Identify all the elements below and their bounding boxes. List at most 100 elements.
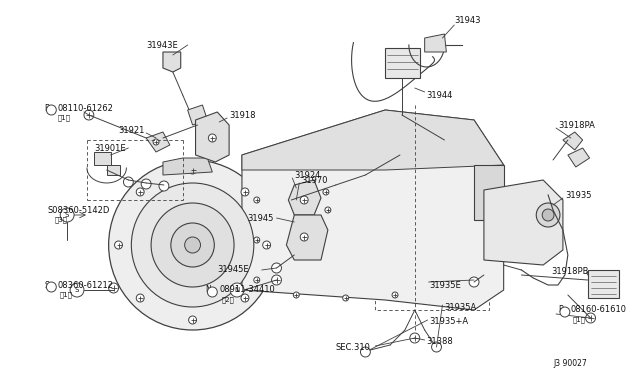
- Circle shape: [392, 292, 398, 298]
- Text: S: S: [65, 212, 69, 218]
- Polygon shape: [196, 112, 229, 162]
- Text: 08360-61212: 08360-61212: [57, 280, 113, 289]
- Circle shape: [70, 283, 84, 297]
- Polygon shape: [563, 132, 582, 150]
- Circle shape: [207, 287, 217, 297]
- Text: 08911-34410: 08911-34410: [220, 285, 275, 295]
- Circle shape: [131, 183, 254, 307]
- Text: S: S: [44, 280, 49, 289]
- Circle shape: [410, 333, 420, 343]
- Text: 31943: 31943: [454, 16, 481, 25]
- Circle shape: [300, 233, 308, 241]
- Circle shape: [171, 223, 214, 267]
- Text: 31388: 31388: [427, 337, 453, 346]
- Polygon shape: [242, 110, 504, 310]
- Circle shape: [209, 134, 216, 142]
- Text: 31943E: 31943E: [146, 41, 178, 49]
- Text: 〈1〉: 〈1〉: [60, 292, 72, 298]
- Circle shape: [586, 313, 595, 323]
- Circle shape: [360, 347, 371, 357]
- Circle shape: [293, 292, 300, 298]
- Circle shape: [241, 188, 249, 196]
- Text: 〈1〉: 〈1〉: [57, 115, 70, 121]
- Circle shape: [323, 189, 329, 195]
- Polygon shape: [474, 165, 504, 220]
- Polygon shape: [94, 152, 111, 165]
- Circle shape: [109, 160, 276, 330]
- Text: 〈1〉: 〈1〉: [573, 317, 586, 323]
- Text: 31944: 31944: [427, 90, 453, 99]
- Circle shape: [136, 188, 144, 196]
- Text: N: N: [205, 285, 211, 295]
- Text: 〈3〉: 〈3〉: [54, 217, 67, 223]
- Circle shape: [469, 277, 479, 287]
- Circle shape: [262, 241, 271, 249]
- Circle shape: [115, 241, 122, 249]
- Circle shape: [151, 203, 234, 287]
- Polygon shape: [286, 215, 328, 260]
- Polygon shape: [107, 165, 120, 175]
- Text: B: B: [558, 305, 563, 314]
- Circle shape: [271, 263, 282, 273]
- Circle shape: [431, 342, 442, 352]
- Circle shape: [271, 275, 282, 285]
- Text: 08110-61262: 08110-61262: [57, 103, 113, 112]
- Circle shape: [60, 208, 74, 222]
- Circle shape: [159, 181, 169, 191]
- Text: S: S: [75, 287, 79, 293]
- Circle shape: [84, 110, 94, 120]
- Circle shape: [536, 203, 560, 227]
- Text: 31945: 31945: [247, 214, 273, 222]
- Circle shape: [300, 196, 308, 204]
- Text: 31935+A: 31935+A: [429, 317, 468, 327]
- Polygon shape: [242, 110, 504, 170]
- Circle shape: [230, 283, 244, 297]
- Circle shape: [47, 282, 56, 292]
- Text: S08360-5142D: S08360-5142D: [47, 205, 110, 215]
- Circle shape: [542, 209, 554, 221]
- Text: 31935A: 31935A: [444, 304, 477, 312]
- Polygon shape: [425, 34, 446, 52]
- Polygon shape: [588, 270, 620, 298]
- Text: 31924: 31924: [294, 170, 321, 180]
- Text: 31901E: 31901E: [94, 144, 125, 153]
- Circle shape: [141, 179, 151, 189]
- Circle shape: [47, 105, 56, 115]
- Text: B: B: [44, 103, 49, 112]
- Text: 31935: 31935: [565, 190, 591, 199]
- Text: N: N: [234, 287, 239, 293]
- Circle shape: [153, 139, 159, 145]
- Circle shape: [189, 316, 196, 324]
- Circle shape: [241, 294, 249, 302]
- Text: SEC.310: SEC.310: [336, 343, 371, 353]
- Text: 31921: 31921: [118, 125, 145, 135]
- Circle shape: [109, 283, 118, 293]
- Polygon shape: [188, 105, 207, 125]
- Circle shape: [560, 307, 570, 317]
- Circle shape: [136, 294, 144, 302]
- Polygon shape: [385, 48, 420, 78]
- Polygon shape: [146, 132, 170, 152]
- Polygon shape: [568, 148, 589, 167]
- Polygon shape: [484, 180, 563, 265]
- Circle shape: [254, 277, 260, 283]
- Circle shape: [124, 177, 133, 187]
- Circle shape: [254, 197, 260, 203]
- Polygon shape: [289, 180, 321, 215]
- Text: 08160-61610: 08160-61610: [571, 305, 627, 314]
- Text: J3 90027: J3 90027: [554, 359, 588, 368]
- Text: 31918: 31918: [229, 110, 255, 119]
- Circle shape: [185, 237, 200, 253]
- Text: 〈2〉: 〈2〉: [221, 297, 234, 303]
- Polygon shape: [163, 52, 180, 72]
- Text: 31945E: 31945E: [217, 266, 249, 275]
- Circle shape: [325, 207, 331, 213]
- Bar: [375, 165, 489, 310]
- Circle shape: [342, 295, 349, 301]
- Polygon shape: [163, 158, 212, 175]
- Text: 31918PB: 31918PB: [551, 267, 589, 276]
- Text: 31918PA: 31918PA: [558, 121, 595, 129]
- Text: 31970: 31970: [301, 176, 328, 185]
- Text: 31935E: 31935E: [429, 280, 461, 289]
- Circle shape: [254, 237, 260, 243]
